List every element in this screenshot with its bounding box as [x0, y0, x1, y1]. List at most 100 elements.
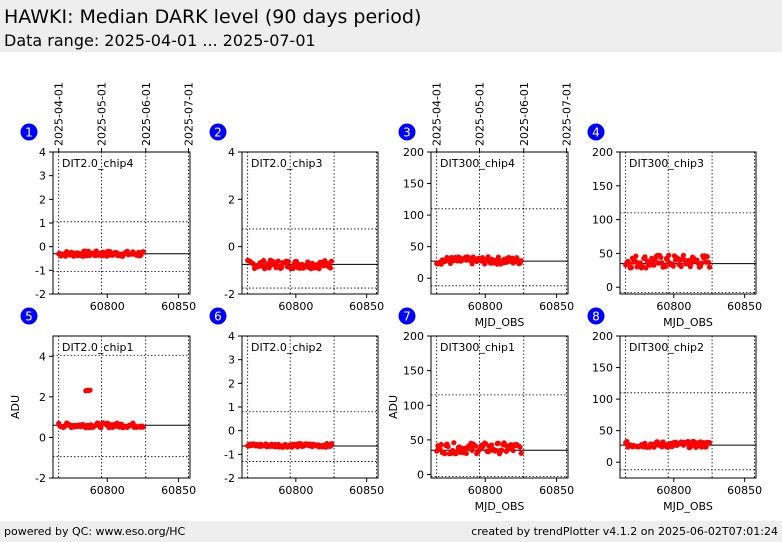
date-tick-label: 2025-05-01 [474, 82, 487, 146]
data-point [275, 258, 281, 264]
data-point [493, 447, 499, 453]
footer-credit-link[interactable]: powered by QC: www.eso.org/HC [4, 525, 186, 538]
x-tick-label: 60800 [278, 484, 313, 497]
panel-number-badge [587, 123, 605, 141]
panel-title: DIT2.0_chip4 [62, 157, 133, 170]
panel-number: 3 [403, 126, 411, 140]
header-bar: HAWKI: Median DARK level (90 days period… [0, 0, 782, 52]
y-tick-label: 3 [39, 170, 46, 183]
x-tick-label: 60850 [161, 300, 196, 313]
y-tick-label: -2 [35, 288, 46, 301]
data-point [328, 258, 335, 264]
chart-panel-1 [20, 123, 191, 298]
data-point [704, 254, 710, 260]
panel-title: DIT300_chip2 [629, 341, 704, 354]
data-point [469, 447, 475, 453]
y-tick-label: -1 [35, 264, 46, 277]
data-point [705, 259, 712, 265]
y-tick-label: 200 [592, 146, 613, 159]
y-tick-label: 50 [599, 247, 613, 260]
y-tick-label: 3 [228, 354, 235, 367]
panel-number-badge [398, 307, 416, 325]
y-tick-label: 200 [592, 330, 613, 343]
panel-number-badge [20, 307, 38, 325]
y-tick-label: 4 [39, 146, 46, 159]
y-tick-label: 0 [228, 241, 235, 254]
y-tick-label: 1 [228, 401, 235, 414]
chart-panel-2 [209, 123, 379, 298]
panel-title: DIT300_chip1 [440, 341, 515, 354]
y-axis-label: ADU [387, 395, 400, 419]
y-tick-label: 2 [39, 193, 46, 206]
y-tick-label: 150 [403, 178, 424, 191]
panel-number-badge [209, 307, 227, 325]
x-tick-label: 60850 [349, 300, 384, 313]
chart-panel-7 [398, 307, 569, 482]
y-tick-label: 200 [403, 330, 424, 343]
y-tick-label: 100 [592, 393, 613, 406]
data-point [451, 440, 457, 446]
x-tick-label: 60850 [349, 484, 384, 497]
date-tick-label: 2025-07-01 [561, 82, 574, 146]
data-point [327, 265, 333, 271]
data-point [98, 425, 104, 431]
y-tick-label: -2 [224, 472, 235, 485]
y-tick-label: 50 [410, 434, 424, 447]
plot-frame [52, 335, 191, 479]
y-tick-label: 4 [39, 350, 46, 363]
data-point [703, 444, 709, 450]
chart-panel-5 [20, 307, 191, 482]
data-point [666, 252, 672, 258]
y-tick-label: -2 [35, 472, 46, 485]
y-tick-label: 100 [403, 209, 424, 222]
x-tick-label: 60800 [656, 300, 691, 313]
panel-number-badge [209, 123, 227, 141]
plot-frame [430, 151, 569, 295]
panel-number-badge [398, 123, 416, 141]
plot-frame [430, 335, 569, 479]
panel-number: 5 [25, 310, 33, 324]
footer-bar: powered by QC: www.eso.org/HC created by… [0, 521, 782, 542]
panel-number-badge [20, 123, 38, 141]
data-point [642, 254, 648, 260]
data-point [488, 442, 495, 448]
data-point [463, 450, 469, 457]
y-tick-label: 0 [606, 281, 613, 294]
data-point [678, 263, 684, 270]
panel-title: DIT300_chip4 [440, 157, 515, 170]
panel-number: 4 [592, 126, 600, 140]
data-point [662, 263, 668, 270]
y-tick-label: 0 [417, 469, 424, 482]
panel-number: 8 [592, 310, 600, 324]
plot-frame [241, 335, 379, 479]
y-tick-label: -2 [224, 288, 235, 301]
y-tick-label: 0 [228, 425, 235, 438]
panel-number-badge [587, 307, 605, 325]
y-tick-label: 1 [39, 217, 46, 230]
date-tick-label: 2025-06-01 [518, 82, 531, 146]
plot-frame [241, 151, 379, 295]
y-tick-label: 0 [417, 272, 424, 285]
data-point [670, 263, 676, 269]
data-point [518, 450, 524, 456]
y-tick-label: 0 [39, 241, 46, 254]
y-tick-label: -1 [224, 448, 235, 461]
x-tick-label: 60800 [468, 484, 503, 497]
x-axis-label: MJD_OBS [475, 316, 525, 329]
panel-title: DIT2.0_chip2 [251, 341, 322, 354]
panel-number: 7 [403, 310, 411, 324]
data-point [518, 258, 524, 264]
x-axis-label: MJD_OBS [663, 316, 713, 329]
footer-generator-info: created by trendPlotter v4.1.2 on 2025-0… [471, 525, 778, 538]
data-point [445, 443, 451, 450]
data-range-subtitle: Data range: 2025-04-01 ... 2025-07-01 [4, 31, 316, 50]
y-tick-label: 150 [592, 362, 613, 375]
x-tick-label: 60800 [90, 484, 125, 497]
y-tick-label: 200 [403, 146, 424, 159]
x-tick-label: 60850 [539, 484, 574, 497]
data-point [517, 444, 523, 450]
data-point [279, 264, 285, 270]
plot-frame [619, 151, 757, 295]
y-tick-label: 100 [592, 214, 613, 227]
panel-title: DIT300_chip3 [629, 157, 704, 170]
